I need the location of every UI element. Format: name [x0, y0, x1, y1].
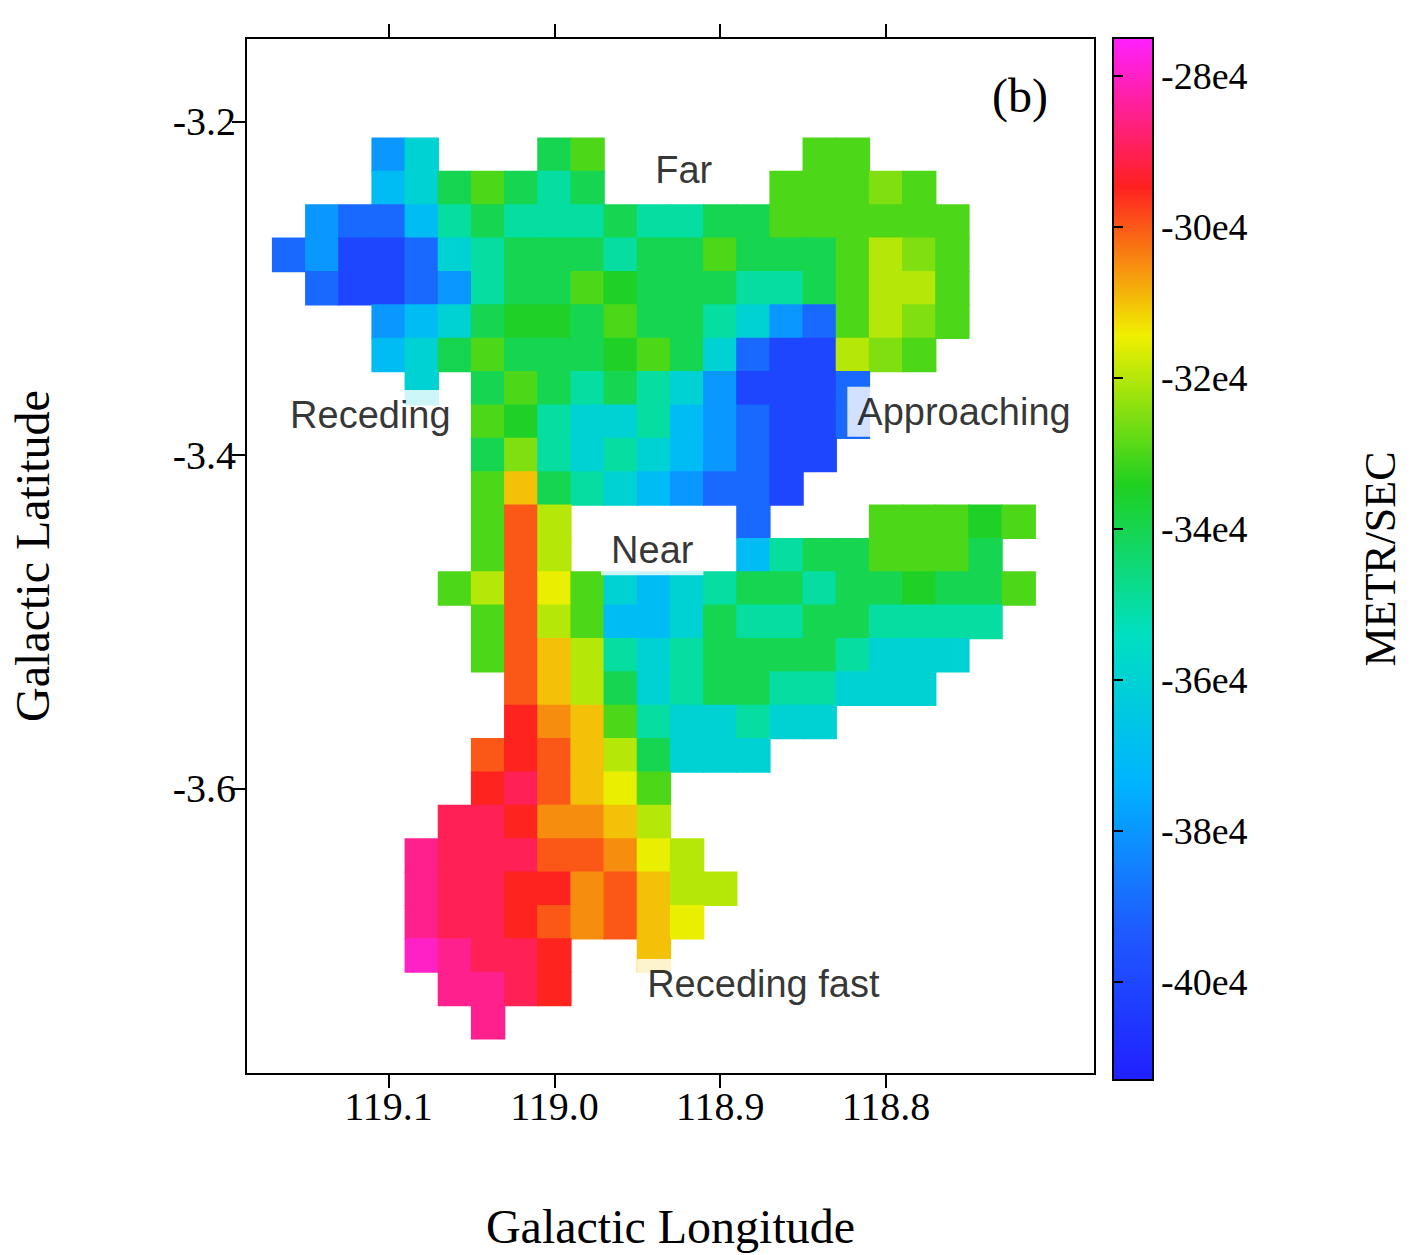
svg-text:118.8: 118.8 — [842, 1084, 931, 1129]
svg-text:Near: Near — [611, 529, 694, 571]
svg-text:Far: Far — [655, 149, 712, 191]
svg-text:-28e4: -28e4 — [1161, 55, 1248, 97]
svg-text:-40e4: -40e4 — [1161, 961, 1248, 1003]
svg-text:-3.2: -3.2 — [173, 99, 236, 144]
svg-text:Galactic Longitude: Galactic Longitude — [486, 1200, 855, 1253]
svg-text:Approaching: Approaching — [857, 391, 1070, 433]
svg-text:-32e4: -32e4 — [1161, 357, 1248, 399]
svg-text:Receding fast: Receding fast — [647, 963, 880, 1005]
svg-text:-34e4: -34e4 — [1161, 508, 1248, 550]
svg-text:Receding: Receding — [290, 394, 451, 436]
svg-text:METR/SEC: METR/SEC — [1356, 451, 1405, 666]
svg-text:118.9: 118.9 — [676, 1084, 765, 1129]
svg-text:-3.6: -3.6 — [173, 766, 236, 811]
svg-text:119.0: 119.0 — [510, 1084, 599, 1129]
svg-text:119.1: 119.1 — [344, 1084, 433, 1129]
svg-text:(b): (b) — [992, 69, 1048, 123]
svg-text:-3.4: -3.4 — [173, 433, 236, 478]
svg-text:-38e4: -38e4 — [1161, 810, 1248, 852]
svg-text:-30e4: -30e4 — [1161, 206, 1248, 248]
svg-text:Galactic Latitude: Galactic Latitude — [6, 390, 59, 722]
svg-text:-36e4: -36e4 — [1161, 659, 1248, 701]
